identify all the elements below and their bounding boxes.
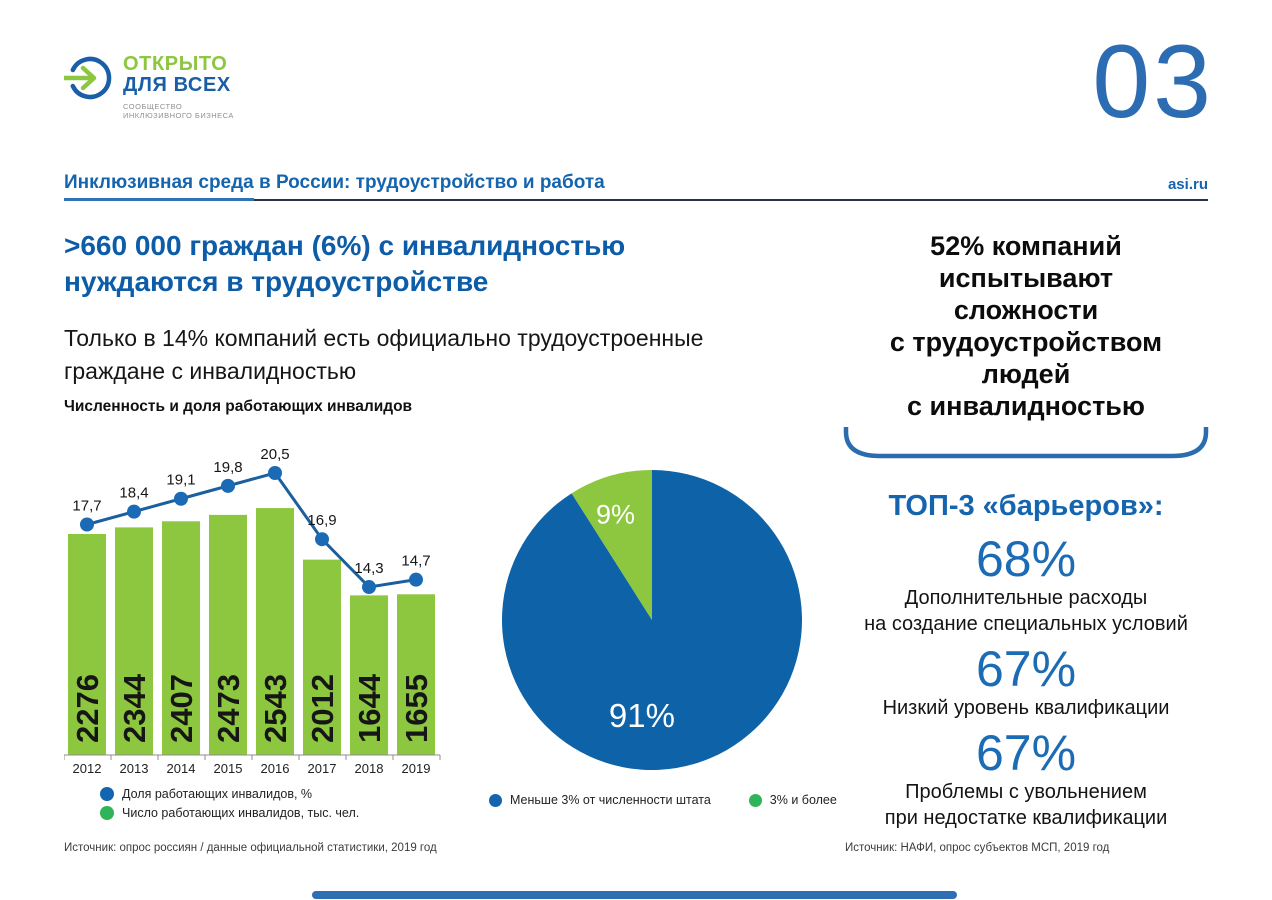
svg-text:2012: 2012 [305, 674, 340, 743]
pie-chart: 91% 9% [502, 470, 802, 770]
logo-text: ОТКРЫТО ДЛЯ ВСЕХ СООБЩЕСТВО ИНКЛЮЗИВНОГО… [123, 53, 234, 121]
svg-text:2016: 2016 [261, 761, 290, 776]
legend-label: 3% и более [769, 793, 837, 807]
barrier-value: 67% [975, 641, 1077, 697]
left-source-note: Источник: опрос россиян / данные официал… [64, 842, 437, 854]
slide-progress-bar [312, 891, 957, 899]
svg-text:1644: 1644 [352, 673, 387, 743]
site-link[interactable]: asi.ru [1167, 176, 1208, 193]
barriers-list: 68% Дополнительные расходы на создание с… [840, 533, 1212, 837]
blue-dot-icon [489, 793, 502, 807]
svg-text:2014: 2014 [167, 761, 196, 776]
blue-dot-icon [100, 787, 114, 801]
svg-text:2015: 2015 [214, 761, 243, 776]
bracket-underline [843, 427, 1209, 459]
bar-line-chart: 2276 2012 2344 2013 2407 2014 2473 2015 2543 2016… [64, 446, 441, 776]
barrier-label: Низкий уровень квалификации [882, 697, 1170, 719]
svg-text:9%: 9% [596, 500, 635, 530]
right-source-note: Источник: НАФИ, опрос субъектов МСП, 201… [845, 842, 1110, 854]
barrier-item: 67% Проблемы с увольнением при недостатк… [840, 727, 1212, 831]
stat-52-headline: 52% компаний испытывают сложности с труд… [889, 231, 1163, 421]
barrier-item: 68% Дополнительные расходы на создание с… [840, 533, 1212, 637]
header-rule [64, 199, 1208, 201]
logo-subtitle: СООБЩЕСТВО ИНКЛЮЗИВНОГО БИЗНЕСА [123, 102, 234, 120]
svg-text:2013: 2013 [120, 761, 149, 776]
barrier-label: Дополнительные расходы на создание специ… [864, 587, 1188, 635]
svg-text:2407: 2407 [164, 674, 199, 743]
legend-label: Меньше 3% от численности штата [510, 793, 711, 807]
svg-text:19,8: 19,8 [213, 459, 242, 476]
header-rule-accent [64, 198, 254, 201]
svg-text:2543: 2543 [258, 674, 293, 743]
svg-text:2012: 2012 [73, 761, 102, 776]
svg-text:2473: 2473 [211, 674, 246, 743]
green-dot-icon [100, 806, 114, 820]
legend-label: Доля работающих инвалидов, % [122, 787, 313, 801]
page-number: 03 [1092, 24, 1214, 140]
open-for-all-logo-icon [64, 56, 112, 100]
top3-barriers-title: ТОП-3 «барьеров»: [888, 490, 1164, 522]
legend-item-count: Число работающих инвалидов, тыс. чел. [100, 806, 359, 820]
logo-title-line2: ДЛЯ ВСЕХ [123, 74, 231, 96]
legend-item-share: Доля работающих инвалидов, % [100, 787, 359, 801]
svg-text:20,5: 20,5 [260, 446, 289, 463]
svg-text:1655: 1655 [399, 674, 434, 743]
barrier-value: 68% [975, 531, 1077, 587]
pie-chart-legend: Меньше 3% от численности штата 3% и боле… [489, 793, 837, 807]
svg-text:2017: 2017 [308, 761, 337, 776]
legend-item-less3: Меньше 3% от численности штата [489, 793, 711, 807]
svg-text:17,7: 17,7 [72, 497, 101, 514]
svg-text:18,4: 18,4 [119, 485, 148, 502]
svg-text:16,9: 16,9 [307, 512, 336, 529]
svg-text:2276: 2276 [70, 674, 105, 743]
svg-text:19,1: 19,1 [166, 472, 195, 489]
logo: ОТКРЫТО ДЛЯ ВСЕХ СООБЩЕСТВО ИНКЛЮЗИВНОГО… [64, 54, 234, 120]
svg-text:2018: 2018 [355, 761, 384, 776]
barrier-label: Проблемы с увольнением при недостатке кв… [884, 781, 1168, 829]
svg-text:2019: 2019 [402, 761, 431, 776]
barrier-value: 67% [975, 725, 1077, 781]
barrier-item: 67% Низкий уровень квалификации [840, 643, 1212, 721]
green-dot-icon [748, 793, 762, 807]
logo-title-line1: ОТКРЫТО [123, 53, 228, 75]
svg-text:2344: 2344 [117, 673, 152, 743]
legend-item-more3: 3% и более [748, 793, 837, 807]
svg-text:14,7: 14,7 [401, 553, 430, 570]
main-headline: >660 000 граждан (6%) с инвалидностью ну… [64, 230, 626, 297]
svg-text:14,3: 14,3 [354, 560, 383, 577]
svg-text:91%: 91% [609, 697, 675, 734]
bar-chart-title: Численность и доля работающих инвалидов [64, 398, 413, 415]
bar-chart-legend: Доля работающих инвалидов, % Число работ… [100, 787, 359, 820]
right-column: 52% компаний испытывают сложности с труд… [840, 0, 1212, 900]
legend-label: Число работающих инвалидов, тыс. чел. [122, 806, 360, 820]
page-title: Инклюзивная среда в России: трудоустройс… [64, 172, 605, 193]
sub-headline: Только в 14% компаний есть официально тр… [64, 325, 704, 384]
